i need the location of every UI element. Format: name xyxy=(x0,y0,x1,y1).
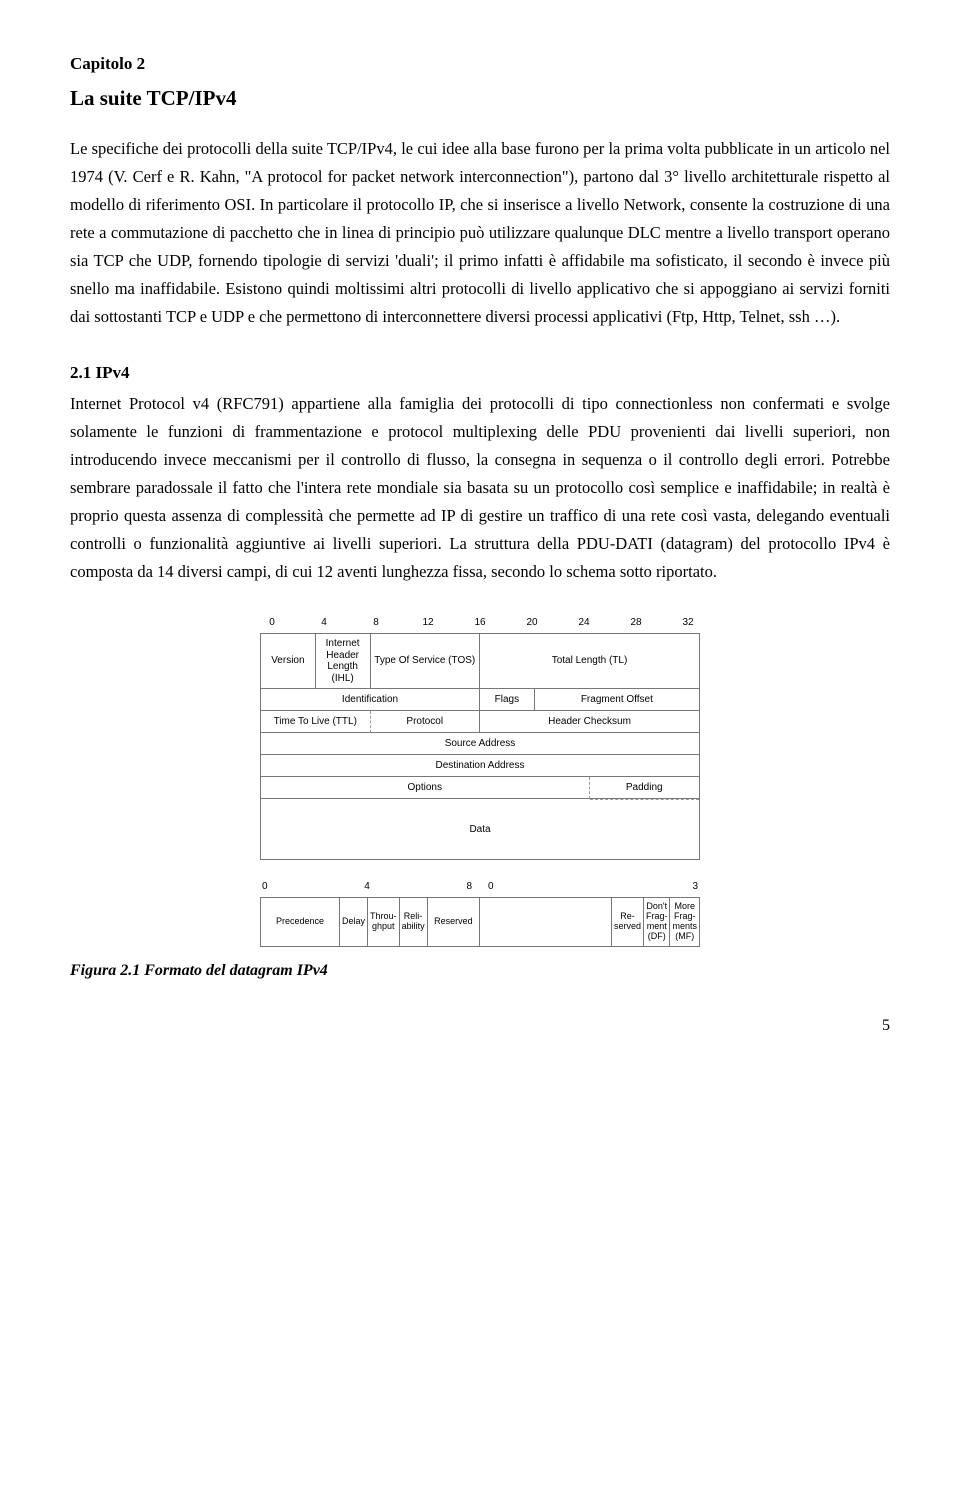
diagram-header-grid: VersionInternet Header Length (IHL)Type … xyxy=(260,633,700,860)
header-field: Source Address xyxy=(261,733,699,755)
ruler-tick: 16 xyxy=(470,614,490,631)
flags-field: Delay xyxy=(340,898,368,946)
section-heading: 2.1 IPv4 xyxy=(70,359,890,388)
chapter-title: La suite TCP/IPv4 xyxy=(70,81,890,117)
diagram-flags-grid: PrecedenceDelayThrou-ghputReli-abilityRe… xyxy=(260,897,700,947)
header-field: Options xyxy=(261,777,590,799)
ruler-tick: 24 xyxy=(574,614,594,631)
header-field: Total Length (TL) xyxy=(480,634,699,689)
header-field: Time To Live (TTL) xyxy=(261,711,371,733)
figure-caption: Figura 2.1 Formato del datagram IPv4 xyxy=(70,957,890,984)
ruler-tick: 12 xyxy=(418,614,438,631)
flags-field: Don't Frag-ment (DF) xyxy=(644,898,671,946)
flags-gap xyxy=(480,898,612,946)
flags-field: More Frag-ments (MF) xyxy=(670,898,699,946)
flags-field: Precedence xyxy=(261,898,340,946)
header-field: Header Checksum xyxy=(480,711,699,733)
section-paragraph: Internet Protocol v4 (RFC791) appartiene… xyxy=(70,390,890,586)
ruler-tick: 0 xyxy=(262,614,282,631)
ruler-tick: 0 xyxy=(488,878,494,895)
flags-field: Re-served xyxy=(612,898,644,946)
ruler-tick: 32 xyxy=(678,614,698,631)
ruler-tick: 28 xyxy=(626,614,646,631)
header-field: Padding xyxy=(590,777,700,799)
header-field: Type Of Service (TOS) xyxy=(371,634,481,689)
flags-field: Throu-ghput xyxy=(368,898,400,946)
flags-field: Reli-ability xyxy=(400,898,428,946)
page-number: 5 xyxy=(70,1012,890,1039)
chapter-label: Capitolo 2 xyxy=(70,50,890,79)
header-field: Fragment Offset xyxy=(535,689,699,711)
ruler-tick: 4 xyxy=(364,878,370,895)
header-field: Internet Header Length (IHL) xyxy=(316,634,371,689)
ruler-tick: 8 xyxy=(466,878,472,895)
ruler-tick: 8 xyxy=(366,614,386,631)
ruler-tick: 0 xyxy=(262,878,268,895)
diagram-bottom-ruler: 0 4 8 0 3 xyxy=(260,874,700,897)
header-field: Protocol xyxy=(371,711,481,733)
ruler-tick: 20 xyxy=(522,614,542,631)
ruler-tick: 3 xyxy=(692,878,698,895)
header-field: Version xyxy=(261,634,316,689)
intro-paragraph: Le specifiche dei protocolli della suite… xyxy=(70,135,890,331)
diagram-top-ruler: 0 4 8 12 16 20 24 28 32 xyxy=(260,614,700,633)
header-field: Destination Address xyxy=(261,755,699,777)
header-data-row: Data xyxy=(261,799,699,860)
flags-field: Reserved xyxy=(428,898,481,946)
ruler-tick: 4 xyxy=(314,614,334,631)
header-field: Identification xyxy=(261,689,480,711)
header-field: Flags xyxy=(480,689,535,711)
ipv4-header-diagram: 0 4 8 12 16 20 24 28 32 VersionInternet Header L… xyxy=(260,614,700,947)
